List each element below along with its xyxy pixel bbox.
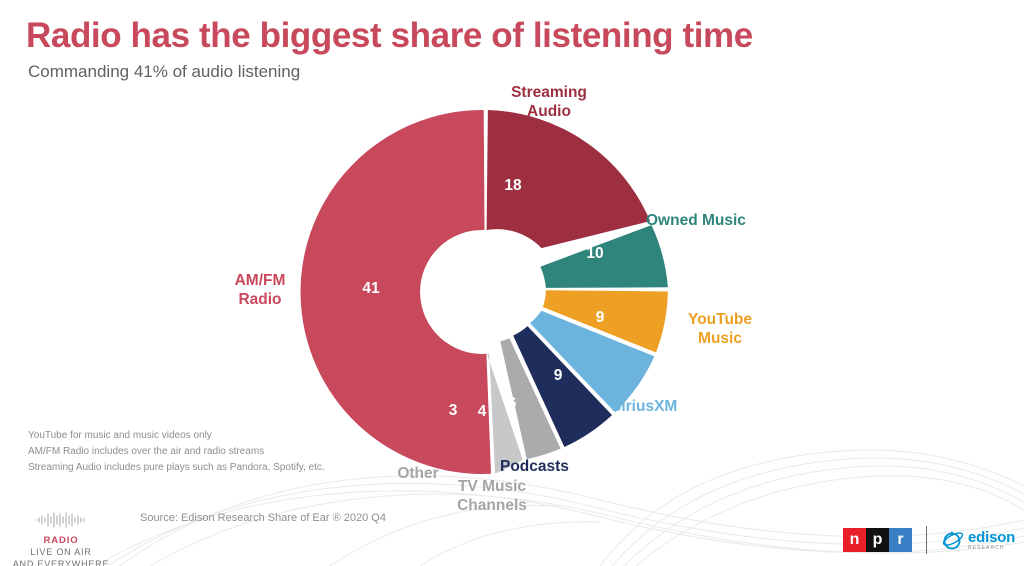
value-podcasts: 6: [508, 395, 517, 412]
footnote-item: Streaming Audio includes pure plays such…: [28, 462, 325, 474]
edison-orbit-icon: [942, 531, 964, 550]
slice-tv-music-channels[interactable]: [500, 338, 561, 460]
value-youtube-music: 9: [596, 309, 605, 326]
npr-logo: n p r: [843, 528, 912, 552]
donut-value-labels: 18 10 9 9 6 4 3 41: [362, 177, 604, 420]
page-title: Radio has the biggest share of listening…: [26, 16, 753, 55]
npr-letter-r: r: [889, 528, 912, 552]
donut-chart: 18 10 9 9 6 4 3 41: [298, 104, 674, 480]
partner-logos: n p r edison RESEARCH: [843, 526, 1015, 554]
radio-logo-tagline-2: AND EVERYWHERE: [12, 558, 110, 566]
audio-waveform-icon: [35, 512, 85, 528]
slice-youtube-music[interactable]: [542, 290, 668, 353]
footnotes: YouTube for music and music videos only …: [28, 428, 325, 477]
value-amfm-radio: 41: [362, 280, 380, 297]
label-other: Other: [397, 465, 439, 482]
radio-logo-name: RADIO: [43, 535, 79, 546]
footnote-item: AM/FM Radio includes over the air and ra…: [28, 446, 265, 458]
edison-subtitle: RESEARCH: [968, 544, 1005, 551]
value-other: 3: [449, 402, 458, 419]
donut-slices: [300, 109, 668, 474]
logo-divider: [926, 526, 927, 554]
value-owned-music: 10: [586, 245, 603, 262]
npr-letter-p: p: [866, 528, 889, 552]
source-note: Source: Edison Research Share of Ear ® 2…: [140, 512, 386, 524]
npr-letter-n: n: [843, 528, 866, 552]
label-tv-music-channels: TV Music Channels: [457, 478, 527, 514]
value-tv-music-channels: 4: [478, 403, 487, 420]
edison-name: edison: [968, 528, 1016, 546]
slice-owned-music[interactable]: [540, 225, 668, 288]
page-subtitle: Commanding 41% of audio listening: [28, 62, 301, 81]
value-siriusxm: 9: [554, 367, 563, 384]
slice-other[interactable]: [486, 353, 523, 474]
donut-chart-svg: 18 10 9 9 6 4 3 41: [300, 109, 668, 474]
edison-research-logo: edison RESEARCH: [941, 528, 1015, 552]
radio-brand-logo: RADIO LIVE ON AIR AND EVERYWHERE: [6, 512, 116, 566]
slice-amfm-radio[interactable]: [300, 109, 491, 474]
slice-siriusxm[interactable]: [530, 310, 655, 413]
label-owned-music: Owned Music: [646, 212, 746, 229]
slice-streaming-audio[interactable]: [486, 110, 651, 249]
label-amfm-radio: AM/FM Radio: [234, 272, 286, 308]
value-streaming-audio: 18: [504, 177, 522, 194]
slice-podcasts[interactable]: [513, 326, 612, 447]
radio-logo-tagline-1: LIVE ON AIR: [30, 546, 92, 557]
label-podcasts: Podcasts: [500, 458, 569, 475]
footnote-item: YouTube for music and music videos only: [28, 430, 212, 441]
edison-wordmark: edison RESEARCH: [968, 530, 1015, 551]
label-streaming-audio: Streaming Audio: [511, 84, 587, 120]
label-siriusxm: SiriusXM: [611, 398, 678, 415]
label-youtube-music: YouTube Music: [688, 311, 752, 347]
